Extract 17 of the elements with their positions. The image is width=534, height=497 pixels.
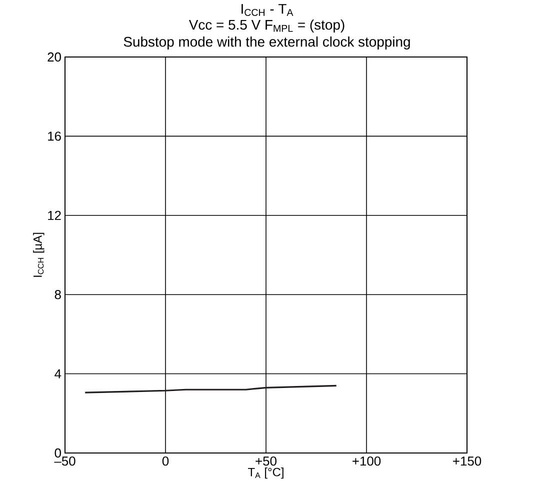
x-axis-title: T$_{A}$ [°C]	[248, 468, 284, 479]
x-tick-label: +100	[352, 456, 381, 466]
y-tick-label: 16	[48, 132, 61, 141]
y-tick-label: 4	[54, 369, 62, 378]
x-tick-label: 0	[162, 456, 169, 466]
x-tick-label: +150	[453, 456, 482, 466]
y-tick-label: 12	[48, 210, 61, 220]
x-tick-label: +50	[256, 456, 276, 466]
y-axis-title: I$_{CCH}$ [µA]	[33, 232, 44, 277]
y-tick-label: 8	[54, 290, 61, 300]
chart-subtitle: Vcc = 5.5 V F$_{MPL}$ = (stop)	[188, 19, 344, 32]
x-tick-label: –50	[54, 456, 76, 466]
text: Substop mode with the external clock stopping	[124, 36, 410, 50]
line-series	[84, 384, 338, 394]
y-tick-label: 0	[54, 448, 61, 458]
chart-title: I$_{CCH}$ - T$_{A}$	[242, 4, 294, 16]
y-tick-label: 20	[48, 52, 61, 62]
